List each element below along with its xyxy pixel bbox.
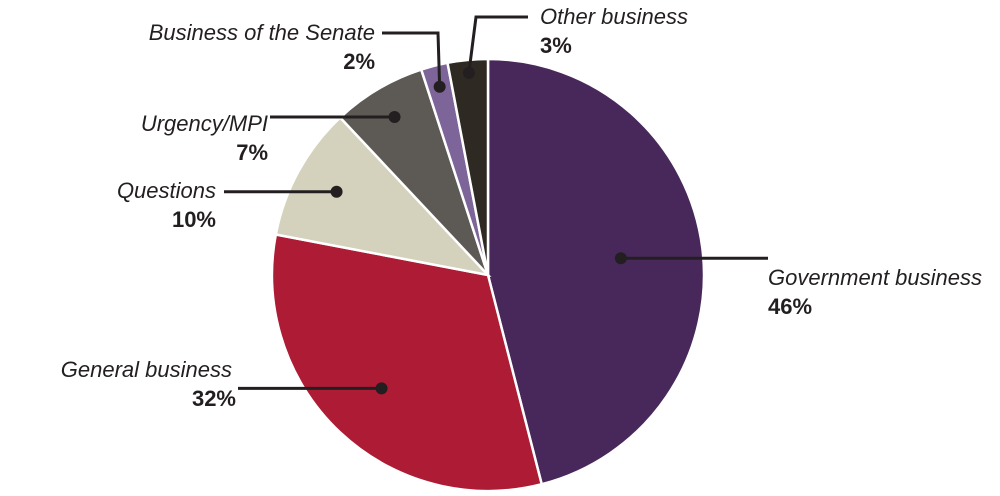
slice-government-business [486,57,706,486]
label-questions: Questions [117,178,216,203]
slice-other-business [446,57,490,276]
value-questions: 10% [172,207,216,232]
label-other-business: Other business [540,4,688,29]
leader-business-of-the-senate [382,31,442,87]
leader-dot-urgency-mpi [388,110,401,123]
leader-dot-questions [330,185,343,198]
label-urgency-mpi: Urgency/MPI [141,111,268,136]
leader-lines [224,15,768,395]
label-general-business: General business [61,357,232,382]
slice-general-business [270,233,544,493]
slice-labels: Government business 46% General business… [61,4,982,411]
value-government-business: 46% [768,294,812,319]
leader-other-business [467,15,528,74]
value-general-business: 32% [192,386,236,411]
label-government-business: Government business [768,265,982,290]
value-other-business: 3% [540,33,572,58]
pie-slices [270,57,706,493]
label-business-of-the-senate: Business of the Senate [149,20,375,45]
leader-dot-government-business [614,252,627,265]
leader-dot-business-of-the-senate [433,80,446,93]
value-urgency-mpi: 7% [236,140,268,165]
value-business-of-the-senate: 2% [343,49,375,74]
slice-questions [274,115,492,277]
leader-dot-other-business [462,66,475,79]
leader-dot-general-business [375,382,388,395]
